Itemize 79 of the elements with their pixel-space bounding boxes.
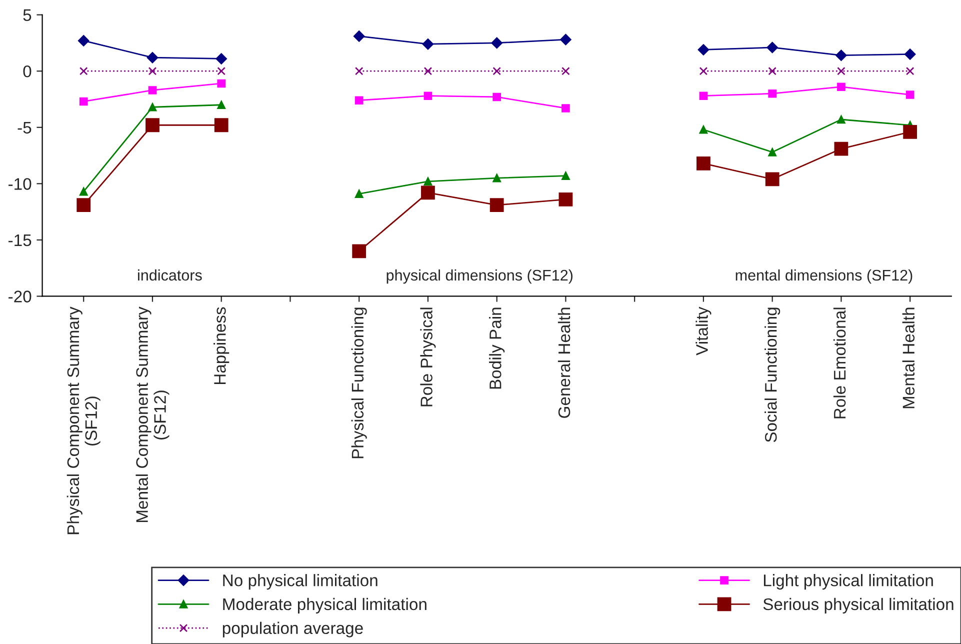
- point: [837, 82, 846, 92]
- point: [79, 187, 88, 196]
- x-tick-label: General Health: [558, 308, 570, 418]
- point: [491, 37, 502, 49]
- point: [78, 35, 90, 46]
- point: [79, 97, 88, 106]
- point: [562, 66, 570, 76]
- y-tick-label: -20: [8, 290, 32, 302]
- point: [148, 102, 157, 112]
- point: [76, 198, 91, 212]
- y-tick-label: 5: [23, 9, 32, 22]
- point: [699, 66, 708, 76]
- point: [422, 38, 434, 50]
- point: [906, 90, 914, 99]
- x-tick-label: Physical Functioning: [351, 308, 367, 458]
- x-tick-label: Mental Component Summary (SF12): [136, 306, 170, 522]
- x-tick-label: Role Emotional: [833, 308, 846, 418]
- point: [699, 92, 708, 100]
- point: [354, 190, 364, 198]
- point: [837, 66, 846, 76]
- x-tick-label: Role Physical: [420, 308, 436, 406]
- x-tick-label: Physical Component Summary (SF12): [66, 306, 100, 534]
- point: [558, 192, 573, 206]
- legend-label: Moderate physical limitation: [223, 598, 426, 614]
- y-tick-label: -10: [8, 178, 32, 190]
- point: [352, 244, 366, 258]
- point: [217, 66, 226, 76]
- point: [836, 50, 847, 61]
- point: [834, 142, 848, 156]
- point: [490, 198, 504, 212]
- legend-label: Serious physical limitation: [763, 598, 954, 614]
- point: [562, 104, 570, 112]
- point: [696, 156, 710, 170]
- point: [217, 100, 226, 110]
- point: [906, 66, 914, 76]
- point: [217, 79, 226, 88]
- point: [424, 177, 432, 186]
- y-tick-label: -15: [8, 234, 32, 246]
- point: [146, 118, 160, 132]
- y-tick-label: -5: [18, 122, 32, 134]
- x-tick-label: Bodily Pain: [489, 308, 505, 389]
- x-tick-label: Happiness: [214, 307, 230, 384]
- y-tick-label: 0: [23, 66, 32, 78]
- point: [766, 42, 778, 54]
- point: [562, 172, 570, 180]
- point: [698, 44, 710, 56]
- point: [904, 48, 916, 60]
- annotation: physical dimensions (SF12): [386, 269, 572, 284]
- legend-label: population average: [222, 622, 363, 638]
- legend-label: Light physical limitation: [764, 574, 933, 590]
- point: [492, 174, 502, 182]
- point: [837, 115, 846, 124]
- point: [354, 66, 364, 76]
- point: [699, 125, 708, 134]
- legend-label: No physical limitation: [223, 574, 378, 590]
- point: [354, 96, 364, 105]
- point: [492, 92, 502, 102]
- point: [560, 34, 572, 46]
- point: [421, 186, 435, 200]
- point: [148, 66, 157, 76]
- point: [424, 66, 432, 76]
- point: [353, 30, 365, 42]
- annotation: mental dimensions (SF12): [736, 269, 912, 284]
- point: [768, 148, 776, 156]
- point: [79, 66, 88, 76]
- x-tick-label: Mental Health: [902, 308, 915, 408]
- x-tick-label: Social Functioning: [764, 308, 780, 442]
- point: [903, 124, 918, 139]
- x-tick-label: Vitality: [696, 306, 712, 356]
- point: [216, 53, 227, 64]
- point: [148, 86, 157, 94]
- annotation: indicators: [138, 269, 202, 281]
- point: [492, 66, 502, 76]
- point: [214, 118, 228, 132]
- point: [146, 52, 158, 64]
- point: [424, 92, 432, 100]
- point: [768, 89, 776, 98]
- point: [768, 66, 776, 76]
- point: [765, 172, 780, 186]
